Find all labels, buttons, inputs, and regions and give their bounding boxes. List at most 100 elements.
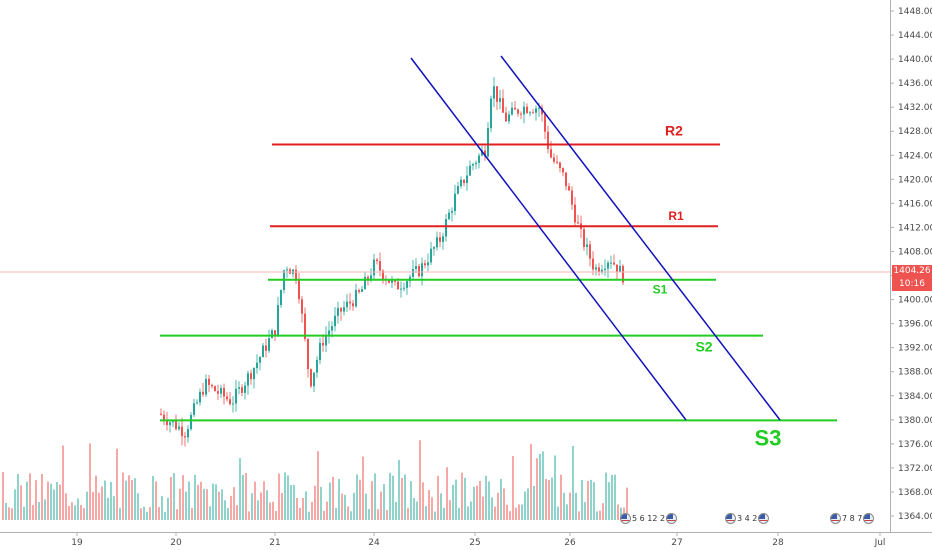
volume-bar xyxy=(392,475,394,520)
volume-bar xyxy=(122,472,124,520)
volume-bar xyxy=(548,479,550,520)
volume-bar xyxy=(32,504,34,520)
y-tick-label: 1448.00 xyxy=(898,7,932,17)
y-tick-label: 1408.00 xyxy=(898,247,932,257)
volume-bar xyxy=(383,484,385,520)
volume-bar xyxy=(89,443,91,520)
candle-body xyxy=(190,414,192,430)
candle-body xyxy=(214,386,216,392)
candle-body xyxy=(196,402,198,404)
candle-body xyxy=(526,106,528,114)
volume-bar xyxy=(608,482,610,520)
channel-upper-line[interactable] xyxy=(500,55,781,421)
volume-bar xyxy=(488,481,490,520)
candle-body xyxy=(187,429,189,438)
volume-bar xyxy=(47,481,49,520)
volume-bar xyxy=(479,481,481,520)
volume-bar xyxy=(125,480,127,520)
y-tick-label: 1436.00 xyxy=(898,79,932,89)
volume-bar xyxy=(185,491,187,520)
y-tick-label: 1380.00 xyxy=(898,416,932,426)
candle-body xyxy=(391,280,393,283)
volume-bar xyxy=(437,475,439,520)
volume-bar xyxy=(17,474,19,520)
event-badge[interactable]: 3 4 2 xyxy=(725,512,770,524)
volume-bar xyxy=(317,451,319,520)
event-count: 3 4 2 xyxy=(737,513,758,523)
y-tick-label: 1416.00 xyxy=(898,199,932,209)
volume-bar xyxy=(617,504,619,520)
candle-body xyxy=(511,107,513,115)
volume-bar xyxy=(161,496,163,520)
candle-body xyxy=(286,269,288,271)
volume-bar xyxy=(431,497,433,520)
candle-body xyxy=(388,280,390,283)
candle-body xyxy=(433,247,435,249)
volume-bar xyxy=(353,492,355,520)
candle-body xyxy=(445,219,447,237)
volume-bar xyxy=(386,510,388,520)
candle-body xyxy=(505,112,507,122)
volume-bar xyxy=(362,456,364,520)
candle-body xyxy=(514,107,516,110)
volume-bar xyxy=(248,511,250,520)
volume-bar xyxy=(146,511,148,520)
volume-bars xyxy=(2,440,628,520)
volume-bar xyxy=(428,490,430,520)
channel-lower-line[interactable] xyxy=(410,57,687,421)
event-badge[interactable]: 7 8 7 xyxy=(830,512,875,524)
candle-body xyxy=(370,275,372,280)
candle-body xyxy=(193,403,195,415)
volume-bar xyxy=(470,501,472,520)
volume-bar xyxy=(536,458,538,520)
volume-bar xyxy=(50,483,52,520)
volume-bar xyxy=(104,480,106,520)
volume-bar xyxy=(551,477,553,520)
candle-body xyxy=(310,369,312,387)
volume-bar xyxy=(461,472,463,520)
volume-bar xyxy=(95,475,97,520)
volume-bar xyxy=(323,510,325,520)
volume-bar xyxy=(284,472,286,520)
volume-bar xyxy=(350,511,352,520)
candle-body xyxy=(250,373,252,380)
volume-bar xyxy=(314,485,316,520)
candle-body xyxy=(541,107,543,115)
candle-body xyxy=(328,330,330,335)
us-flag-icon xyxy=(758,512,770,524)
candle-body xyxy=(406,281,408,288)
event-badge[interactable]: 5 6 12 2 xyxy=(620,512,678,524)
candle-body xyxy=(244,385,246,393)
volume-bar xyxy=(62,445,64,520)
volume-bar xyxy=(14,489,16,520)
y-tick-label: 1392.00 xyxy=(898,344,932,354)
candle-body xyxy=(295,269,297,281)
x-tick-label: Jul xyxy=(874,538,886,548)
y-tick-label: 1420.00 xyxy=(898,175,932,185)
candle-body xyxy=(235,388,237,404)
candle-body xyxy=(412,268,414,277)
candle-body xyxy=(457,186,459,194)
candle-body xyxy=(544,114,546,132)
volume-bar xyxy=(92,491,94,520)
candle-body xyxy=(538,107,540,109)
candle-body xyxy=(208,378,210,385)
volume-bar xyxy=(530,443,532,520)
volume-bar xyxy=(497,492,499,520)
candle-body xyxy=(418,265,420,277)
volume-bar xyxy=(170,477,172,520)
volume-bar xyxy=(626,487,628,520)
candle-body xyxy=(478,155,480,163)
volume-bar xyxy=(128,475,130,520)
candle-body xyxy=(349,301,351,304)
volume-bar xyxy=(5,502,7,520)
volume-bar xyxy=(503,488,505,520)
volume-bar xyxy=(434,511,436,520)
volume-bar xyxy=(188,481,190,520)
candle-body xyxy=(217,391,219,394)
volume-bar xyxy=(329,482,331,520)
volume-bar xyxy=(77,498,79,520)
candle-body xyxy=(595,267,597,270)
us-flag-icon xyxy=(725,512,736,524)
